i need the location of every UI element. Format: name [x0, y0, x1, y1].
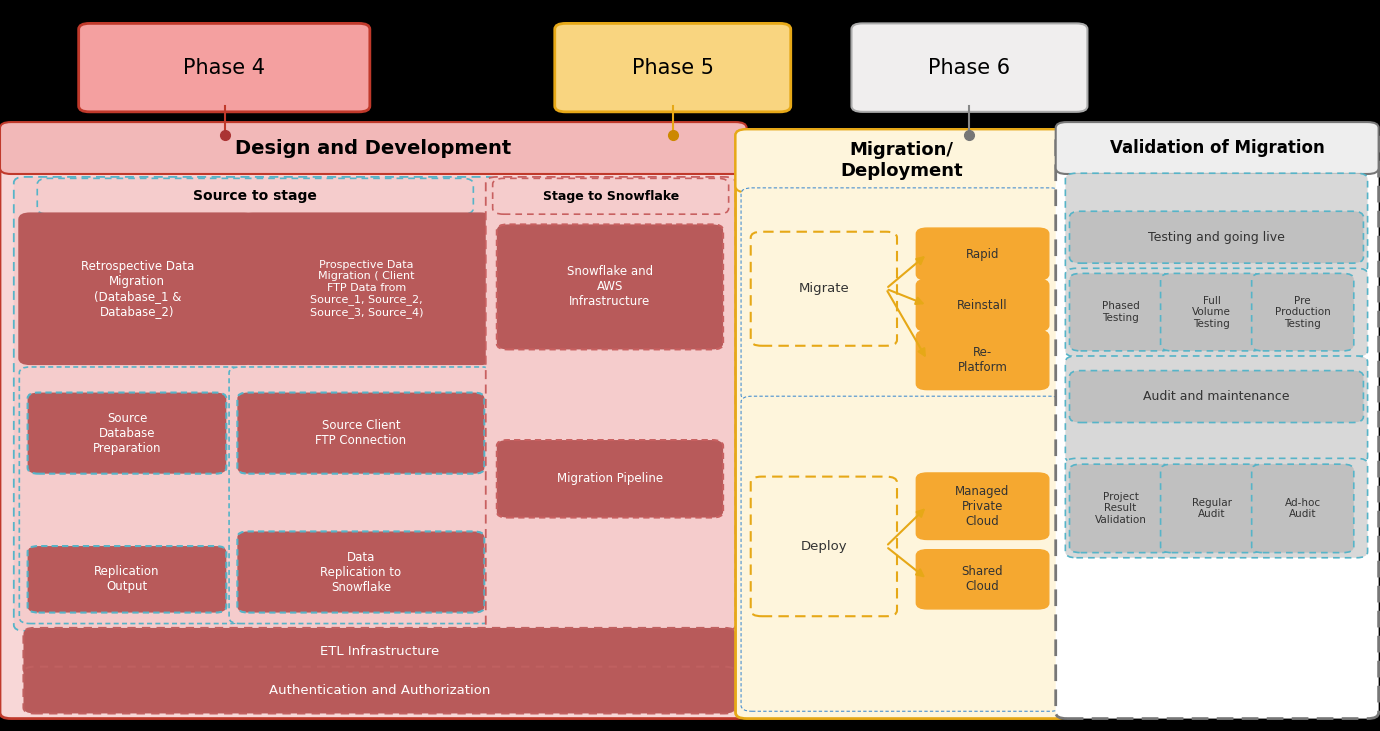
- Text: Phase 5: Phase 5: [632, 58, 713, 77]
- Text: Full
Volume
Testing: Full Volume Testing: [1192, 295, 1231, 329]
- Text: Design and Development: Design and Development: [235, 139, 512, 157]
- Text: Deploy: Deploy: [800, 540, 847, 553]
- FancyBboxPatch shape: [493, 178, 729, 214]
- FancyBboxPatch shape: [741, 396, 1061, 711]
- FancyBboxPatch shape: [14, 177, 498, 631]
- Text: Reinstall: Reinstall: [958, 299, 1007, 311]
- Text: Authentication and Authorization: Authentication and Authorization: [269, 683, 490, 697]
- FancyBboxPatch shape: [851, 23, 1087, 112]
- FancyBboxPatch shape: [741, 188, 1061, 401]
- Text: Shared
Cloud: Shared Cloud: [962, 565, 1003, 594]
- Text: Migration Pipeline: Migration Pipeline: [558, 472, 662, 485]
- FancyBboxPatch shape: [19, 367, 241, 624]
- Text: Phase 4: Phase 4: [184, 58, 265, 77]
- FancyBboxPatch shape: [497, 440, 723, 518]
- FancyBboxPatch shape: [751, 232, 897, 346]
- Text: Retrospective Data
Migration
(Database_1 &
Database_2): Retrospective Data Migration (Database_1…: [80, 260, 195, 318]
- Text: Migration/
Deployment: Migration/ Deployment: [840, 141, 963, 181]
- Text: Prospective Data
Migration ( Client
FTP Data from
Source_1, Source_2,
Source_3, : Prospective Data Migration ( Client FTP …: [309, 260, 424, 318]
- FancyBboxPatch shape: [751, 477, 897, 616]
- Text: Data
Replication to
Snowflake: Data Replication to Snowflake: [320, 550, 402, 594]
- Text: Source Client
FTP Connection: Source Client FTP Connection: [315, 419, 407, 447]
- FancyBboxPatch shape: [237, 393, 484, 474]
- FancyBboxPatch shape: [229, 367, 493, 624]
- Text: Phase 6: Phase 6: [929, 58, 1010, 77]
- FancyBboxPatch shape: [1161, 464, 1263, 553]
- Text: Stage to Snowflake: Stage to Snowflake: [542, 190, 679, 202]
- Text: Replication
Output: Replication Output: [94, 565, 160, 594]
- Text: Validation of Migration: Validation of Migration: [1110, 139, 1325, 157]
- FancyBboxPatch shape: [23, 667, 736, 713]
- Text: Regular
Audit: Regular Audit: [1192, 498, 1231, 519]
- FancyBboxPatch shape: [1070, 371, 1363, 423]
- FancyBboxPatch shape: [1065, 173, 1368, 273]
- FancyBboxPatch shape: [1065, 356, 1368, 463]
- FancyBboxPatch shape: [19, 213, 255, 364]
- FancyBboxPatch shape: [736, 129, 1068, 719]
- FancyBboxPatch shape: [79, 23, 370, 112]
- FancyBboxPatch shape: [0, 122, 747, 174]
- FancyBboxPatch shape: [916, 330, 1049, 390]
- Text: Managed
Private
Cloud: Managed Private Cloud: [955, 485, 1010, 528]
- FancyBboxPatch shape: [237, 531, 484, 613]
- FancyBboxPatch shape: [555, 23, 791, 112]
- Text: Snowflake and
AWS
Infrastructure: Snowflake and AWS Infrastructure: [567, 265, 653, 308]
- FancyBboxPatch shape: [1070, 464, 1172, 553]
- FancyBboxPatch shape: [28, 393, 226, 474]
- FancyBboxPatch shape: [1070, 273, 1172, 351]
- Text: Re-
Platform: Re- Platform: [958, 346, 1007, 374]
- FancyBboxPatch shape: [241, 213, 491, 364]
- FancyBboxPatch shape: [1252, 464, 1354, 553]
- FancyBboxPatch shape: [1065, 268, 1368, 357]
- Text: Audit and maintenance: Audit and maintenance: [1143, 390, 1290, 403]
- Text: Source to stage: Source to stage: [193, 189, 317, 203]
- FancyBboxPatch shape: [916, 473, 1049, 539]
- Text: Project
Result
Validation: Project Result Validation: [1094, 492, 1147, 525]
- FancyBboxPatch shape: [28, 546, 226, 613]
- FancyBboxPatch shape: [486, 177, 736, 631]
- FancyBboxPatch shape: [0, 129, 747, 719]
- FancyBboxPatch shape: [916, 279, 1049, 331]
- Text: Pre
Production
Testing: Pre Production Testing: [1275, 295, 1330, 329]
- Text: Ad-hoc
Audit: Ad-hoc Audit: [1285, 498, 1321, 519]
- FancyBboxPatch shape: [916, 550, 1049, 609]
- FancyBboxPatch shape: [1070, 211, 1363, 263]
- Text: ETL Infrastructure: ETL Infrastructure: [320, 645, 439, 658]
- FancyBboxPatch shape: [1065, 458, 1368, 558]
- FancyBboxPatch shape: [497, 224, 723, 349]
- FancyBboxPatch shape: [1252, 273, 1354, 351]
- Text: Testing and going live: Testing and going live: [1148, 231, 1285, 243]
- FancyBboxPatch shape: [1161, 273, 1263, 351]
- Text: Rapid: Rapid: [966, 248, 999, 260]
- FancyBboxPatch shape: [37, 178, 473, 214]
- FancyBboxPatch shape: [916, 228, 1049, 280]
- FancyBboxPatch shape: [736, 129, 1068, 192]
- FancyBboxPatch shape: [1056, 122, 1379, 174]
- Text: Source
Database
Preparation: Source Database Preparation: [92, 412, 161, 455]
- Text: Migrate: Migrate: [799, 282, 849, 295]
- FancyBboxPatch shape: [1056, 129, 1379, 719]
- Text: Phased
Testing: Phased Testing: [1101, 301, 1140, 323]
- FancyBboxPatch shape: [23, 628, 736, 675]
